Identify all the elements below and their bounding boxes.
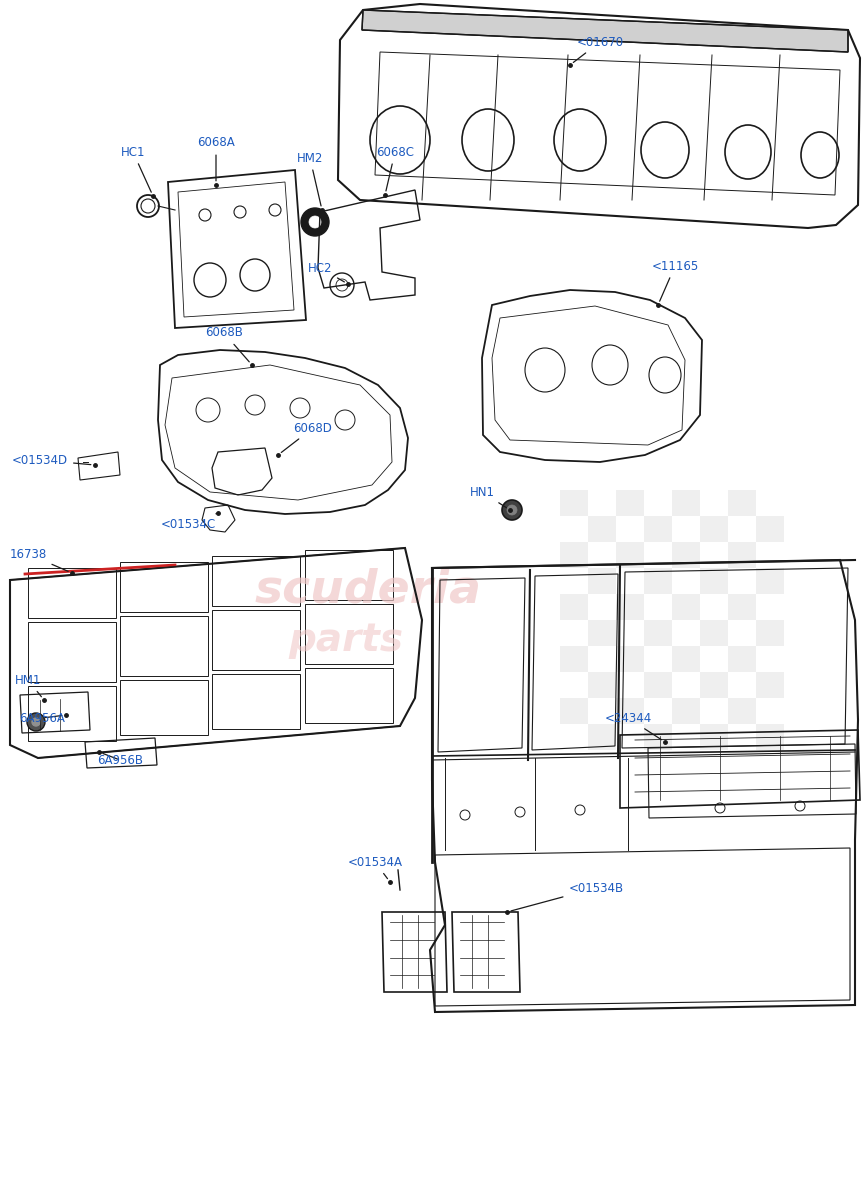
Bar bbox=[644, 568, 672, 594]
Text: 6068A: 6068A bbox=[197, 137, 235, 181]
Bar bbox=[560, 490, 588, 516]
Circle shape bbox=[301, 208, 329, 236]
Bar bbox=[560, 698, 588, 724]
Bar bbox=[28, 568, 116, 618]
Text: <01534A: <01534A bbox=[348, 856, 402, 878]
Text: 6068B: 6068B bbox=[205, 326, 249, 362]
Bar bbox=[616, 594, 644, 620]
Bar bbox=[700, 620, 728, 646]
Text: 6A956B: 6A956B bbox=[97, 754, 143, 767]
Bar bbox=[672, 490, 700, 516]
Bar bbox=[728, 542, 756, 568]
Text: <11165: <11165 bbox=[651, 259, 699, 301]
Bar bbox=[756, 620, 784, 646]
Bar bbox=[305, 604, 393, 664]
Text: <01534B: <01534B bbox=[511, 882, 624, 911]
Bar bbox=[28, 622, 116, 682]
Text: scuderia: scuderia bbox=[255, 568, 482, 612]
Text: HC2: HC2 bbox=[308, 262, 344, 282]
Text: HN1: HN1 bbox=[470, 486, 507, 508]
Text: HM2: HM2 bbox=[297, 151, 324, 206]
Bar bbox=[588, 568, 616, 594]
Bar bbox=[212, 556, 300, 606]
Text: HC1: HC1 bbox=[121, 145, 151, 192]
Bar bbox=[616, 698, 644, 724]
Bar bbox=[588, 620, 616, 646]
Bar bbox=[560, 646, 588, 672]
Bar bbox=[28, 686, 116, 740]
Bar bbox=[644, 724, 672, 750]
Bar bbox=[560, 542, 588, 568]
Polygon shape bbox=[362, 10, 848, 52]
Bar bbox=[728, 646, 756, 672]
Bar bbox=[728, 594, 756, 620]
Bar bbox=[588, 672, 616, 698]
Bar bbox=[644, 620, 672, 646]
Text: 6A956A: 6A956A bbox=[19, 712, 65, 725]
Text: 16738: 16738 bbox=[10, 547, 68, 571]
Bar bbox=[700, 516, 728, 542]
Bar bbox=[700, 672, 728, 698]
Circle shape bbox=[502, 500, 522, 520]
Bar bbox=[305, 668, 393, 722]
Bar bbox=[672, 594, 700, 620]
Bar bbox=[120, 680, 208, 734]
Bar bbox=[120, 562, 208, 612]
Text: 6068D: 6068D bbox=[281, 421, 332, 452]
Bar bbox=[588, 724, 616, 750]
Bar bbox=[212, 674, 300, 728]
Bar bbox=[728, 490, 756, 516]
Bar bbox=[672, 698, 700, 724]
Text: <01534D: <01534D bbox=[12, 454, 91, 467]
Bar bbox=[700, 568, 728, 594]
Bar bbox=[616, 646, 644, 672]
Bar bbox=[756, 516, 784, 542]
Bar bbox=[756, 672, 784, 698]
Text: HM1: HM1 bbox=[15, 673, 42, 697]
Bar bbox=[305, 550, 393, 600]
Bar bbox=[120, 616, 208, 676]
Text: <01670: <01670 bbox=[573, 36, 624, 62]
Bar bbox=[672, 542, 700, 568]
Circle shape bbox=[507, 505, 517, 515]
Circle shape bbox=[309, 216, 321, 228]
Circle shape bbox=[27, 713, 45, 731]
Circle shape bbox=[32, 718, 40, 726]
Text: <01534C: <01534C bbox=[160, 514, 218, 530]
Bar bbox=[672, 646, 700, 672]
Text: <24344: <24344 bbox=[605, 712, 662, 739]
Bar bbox=[616, 542, 644, 568]
Bar bbox=[756, 724, 784, 750]
Bar bbox=[560, 594, 588, 620]
Text: parts: parts bbox=[288, 622, 403, 659]
Bar bbox=[728, 698, 756, 724]
Text: 6068C: 6068C bbox=[376, 145, 414, 191]
Bar bbox=[756, 568, 784, 594]
Bar bbox=[700, 724, 728, 750]
Bar bbox=[212, 610, 300, 670]
Bar bbox=[616, 490, 644, 516]
Bar bbox=[588, 516, 616, 542]
Bar bbox=[644, 516, 672, 542]
Bar bbox=[644, 672, 672, 698]
